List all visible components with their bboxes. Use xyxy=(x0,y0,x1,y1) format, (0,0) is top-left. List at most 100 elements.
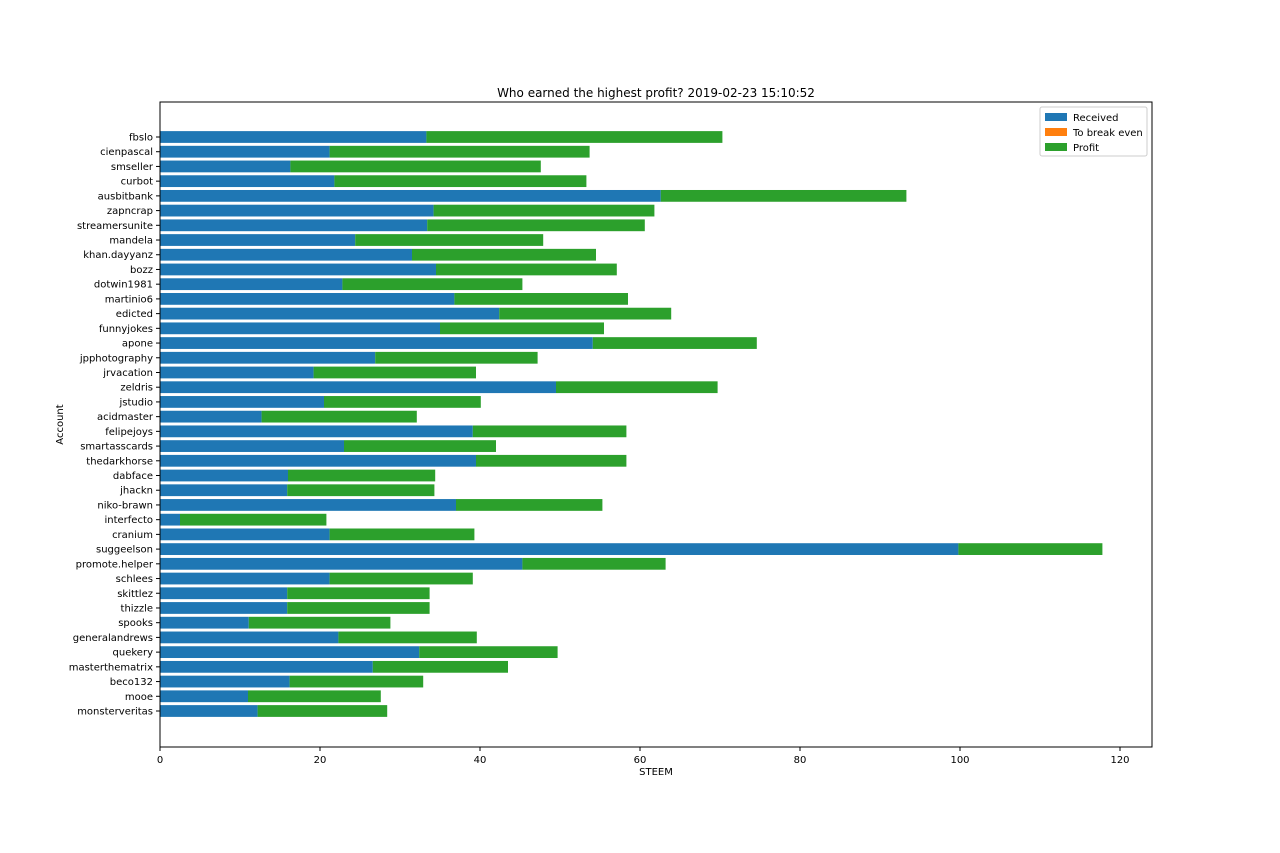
y-tick-label: edicted xyxy=(116,309,153,320)
bar-received-cranium xyxy=(160,528,330,541)
y-tick-label: zeldris xyxy=(120,383,153,394)
y-tick-label: ausbitbank xyxy=(98,191,154,202)
bar-received-skittlez xyxy=(160,587,288,600)
y-tick-label: felipejoys xyxy=(105,427,153,438)
bar-received-dotwin1981 xyxy=(160,278,343,291)
bar-profit-dabface xyxy=(288,469,436,482)
bar-profit-cranium xyxy=(329,528,475,541)
y-tick-label: smartasscards xyxy=(80,442,153,453)
bar-profit-schlees xyxy=(329,572,473,585)
x-tick-label: 20 xyxy=(314,755,327,766)
bar-received-mandela xyxy=(160,234,356,246)
x-axis-ticks: 0 20 40 60 80 100 120 xyxy=(157,747,1130,766)
y-tick-label: curbot xyxy=(121,177,153,188)
bar-received-acidmaster xyxy=(160,410,262,423)
bar-received-jstudio xyxy=(160,396,324,408)
bar-received-fbslo xyxy=(160,131,427,143)
y-tick-label: jhackn xyxy=(119,486,153,497)
bars-layer xyxy=(160,131,1103,717)
y-tick-label: khan.dayyanz xyxy=(83,250,153,261)
y-tick-label: schlees xyxy=(116,574,153,585)
legend-label-to-break-even: To break even xyxy=(1072,128,1143,139)
bar-received-thizzle xyxy=(160,602,288,614)
chart-title: Who earned the highest profit? 2019-02-2… xyxy=(497,86,815,100)
bar-profit-curbot xyxy=(334,175,587,188)
bar-profit-streamersunite xyxy=(427,219,645,232)
y-tick-label: jpphotography xyxy=(79,353,153,364)
bar-profit-beco132 xyxy=(289,675,424,688)
bar-received-schlees xyxy=(160,572,330,585)
y-tick-label: interfecto xyxy=(104,515,153,526)
y-tick-label: generalandrews xyxy=(73,633,153,644)
y-tick-label: fbslo xyxy=(129,133,153,144)
y-tick-label: martinio6 xyxy=(105,294,153,305)
bar-received-bozz xyxy=(160,263,436,276)
bar-received-apone xyxy=(160,337,593,349)
bar-received-streamersunite xyxy=(160,219,428,232)
bar-received-martinio6 xyxy=(160,293,455,305)
bar-received-beco132 xyxy=(160,675,290,688)
x-tick-label: 40 xyxy=(474,755,487,766)
bar-profit-acidmaster xyxy=(261,410,417,423)
y-tick-label: suggeelson xyxy=(96,545,153,556)
bar-received-mooe xyxy=(160,690,248,703)
bar-received-masterthematrix xyxy=(160,660,373,673)
y-tick-label: funnyjokes xyxy=(99,324,153,335)
bar-profit-cienpascal xyxy=(329,145,590,158)
bar-profit-promote.helper xyxy=(522,557,666,570)
bar-received-zeldris xyxy=(160,381,556,394)
bar-profit-generalandrews xyxy=(338,631,477,644)
y-tick-label: beco132 xyxy=(110,677,153,688)
bar-received-khan.dayyanz xyxy=(160,248,412,261)
bar-profit-martinio6 xyxy=(454,293,628,305)
bar-profit-smseller xyxy=(290,160,541,173)
y-tick-label: niko-brawn xyxy=(97,500,153,511)
y-tick-label: thizzle xyxy=(121,603,153,614)
legend-swatch-received xyxy=(1045,113,1067,121)
bar-received-dabface xyxy=(160,469,288,482)
bar-profit-fbslo xyxy=(426,131,723,143)
bar-profit-thedarkhorse xyxy=(476,454,627,467)
bar-profit-zapncrap xyxy=(433,204,655,217)
bar-profit-felipejoys xyxy=(472,425,627,438)
bar-received-cienpascal xyxy=(160,145,330,158)
x-tick-label: 120 xyxy=(1110,755,1129,766)
bar-received-zapncrap xyxy=(160,204,434,217)
y-tick-label: mandela xyxy=(109,236,153,247)
y-tick-label: apone xyxy=(122,339,153,350)
y-tick-label: spooks xyxy=(118,618,153,629)
bar-profit-dotwin1981 xyxy=(342,278,523,291)
bar-received-promote.helper xyxy=(160,557,523,570)
y-axis-label: Account xyxy=(55,404,66,444)
bar-profit-niko-brawn xyxy=(456,499,603,511)
y-tick-label: acidmaster xyxy=(97,412,154,423)
y-tick-label: jstudio xyxy=(119,397,154,408)
y-tick-label: jrvacation xyxy=(102,368,153,379)
bar-profit-interfecto xyxy=(180,513,327,526)
bar-profit-quekery xyxy=(419,646,558,659)
bar-received-curbot xyxy=(160,175,335,188)
bar-received-thedarkhorse xyxy=(160,454,476,467)
bar-profit-monsterveritas xyxy=(257,705,388,717)
bar-profit-jpphotography xyxy=(375,351,538,364)
bar-received-suggeelson xyxy=(160,543,959,555)
bar-profit-ausbitbank xyxy=(660,189,907,202)
bar-received-smseller xyxy=(160,160,291,173)
bar-received-felipejoys xyxy=(160,425,473,438)
x-tick-label: 60 xyxy=(634,755,647,766)
bar-profit-mandela xyxy=(355,234,544,246)
y-tick-label: monsterveritas xyxy=(77,707,153,718)
y-tick-label: masterthematrix xyxy=(69,662,153,673)
bar-profit-edicted xyxy=(499,307,672,320)
x-tick-label: 100 xyxy=(950,755,969,766)
plot-frame xyxy=(159,101,1153,748)
x-tick-label: 0 xyxy=(157,755,163,766)
bar-received-niko-brawn xyxy=(160,499,456,511)
bar-received-edicted xyxy=(160,307,500,320)
bar-received-funnyjokes xyxy=(160,322,440,335)
bar-profit-funnyjokes xyxy=(440,322,604,335)
y-tick-label: cienpascal xyxy=(100,147,153,158)
bar-profit-smartasscards xyxy=(344,440,496,452)
y-tick-label: skittlez xyxy=(117,589,153,600)
